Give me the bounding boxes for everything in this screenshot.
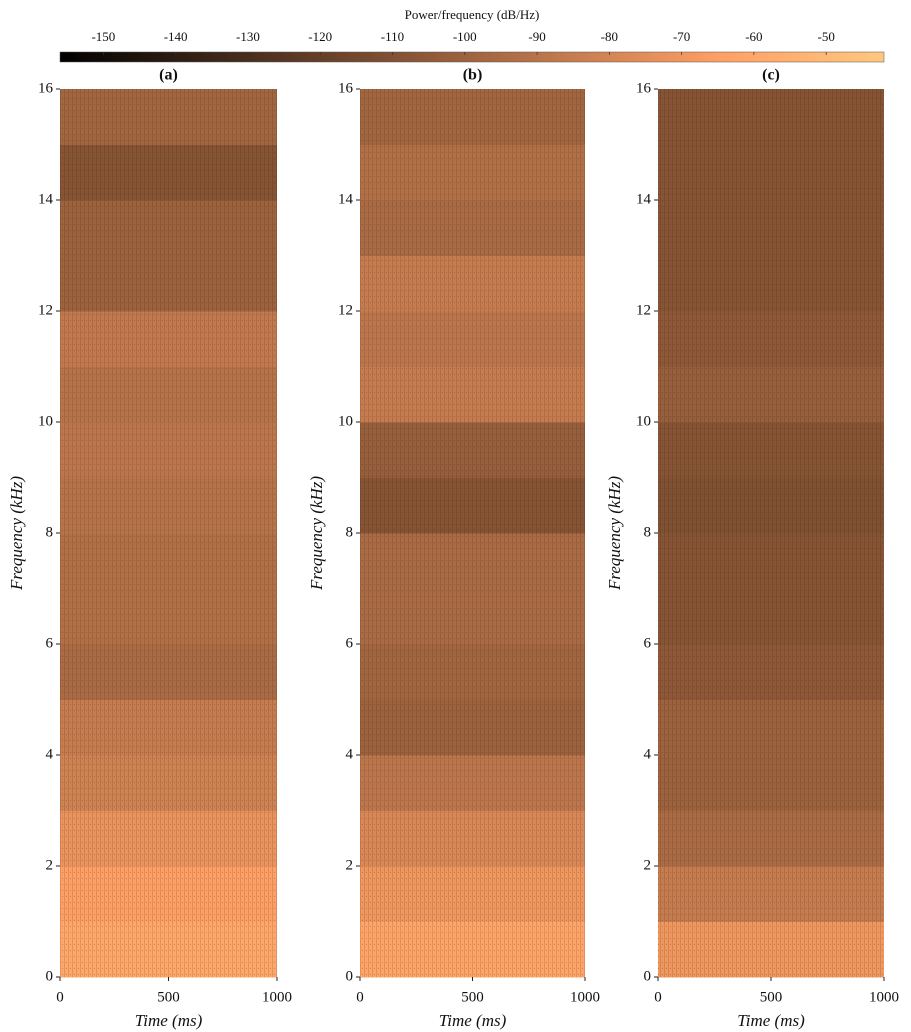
- y-tick-label: 8: [644, 524, 652, 540]
- y-axis-label: Frequency (kHz): [307, 476, 326, 591]
- y-tick-label: 10: [38, 413, 53, 429]
- y-tick-label: 12: [38, 302, 53, 318]
- y-tick-label: 16: [636, 80, 652, 96]
- panel-title: (c): [762, 67, 780, 84]
- texture: [60, 89, 277, 977]
- x-tick-label: 500: [760, 989, 783, 1005]
- colorbar-tick-label: -90: [528, 29, 545, 44]
- y-tick-label: 2: [346, 857, 354, 873]
- colorbar-tick-label: -130: [236, 29, 260, 44]
- y-tick-label: 10: [636, 413, 651, 429]
- y-tick-label: 4: [644, 746, 652, 762]
- y-tick-label: 14: [338, 191, 354, 207]
- colorbar-tick-label: -140: [164, 29, 188, 44]
- y-tick-label: 12: [636, 302, 651, 318]
- colorbar-scale: [59, 51, 885, 63]
- y-tick-label: 6: [346, 635, 354, 651]
- y-axis-label: Frequency (kHz): [7, 476, 26, 591]
- y-tick-label: 2: [644, 857, 652, 873]
- y-tick-label: 12: [338, 302, 353, 318]
- spectrogram-panel: (a) 0 2 4 6 8 10 12 14 16 0 500 1000 Time (ms) Frequen…: [7, 67, 292, 1030]
- y-tick-label: 2: [46, 857, 54, 873]
- y-tick-label: 8: [46, 524, 54, 540]
- x-axis-label: Time (ms): [135, 1011, 203, 1030]
- y-tick-label: 0: [46, 968, 54, 984]
- y-tick-label: 10: [338, 413, 353, 429]
- y-tick-label: 0: [346, 968, 354, 984]
- y-tick-label: 14: [636, 191, 652, 207]
- spectrogram-panel: (c) 0 2 4 6 8 10 12 14 16 0 500 1000 Time (ms) Frequen…: [605, 67, 899, 1030]
- y-tick-label: 6: [644, 635, 652, 651]
- x-tick-label: 500: [461, 989, 484, 1005]
- y-tick-label: 14: [38, 191, 54, 207]
- y-tick-label: 16: [338, 80, 354, 96]
- x-tick-label: 0: [56, 989, 64, 1005]
- texture: [658, 89, 884, 977]
- x-tick-label: 500: [157, 989, 180, 1005]
- colorbar: Power/frequency (dB/Hz) -150 -140 -130 -120 -…: [59, 7, 885, 63]
- x-axis-label: Time (ms): [439, 1011, 507, 1030]
- spectrogram-panel: (b) 0 2 4 6 8 10 12 14 16 0 500 1000 Time (ms) Frequen…: [307, 67, 600, 1030]
- colorbar-tick-label: -110: [381, 29, 404, 44]
- x-tick-label: 0: [654, 989, 662, 1005]
- colorbar-tick-label: -100: [453, 29, 477, 44]
- panel-title: (a): [159, 67, 178, 84]
- y-tick-label: 16: [38, 80, 54, 96]
- x-tick-label: 1000: [570, 989, 600, 1005]
- x-tick-label: 1000: [869, 989, 899, 1005]
- texture: [360, 89, 585, 977]
- y-tick-label: 0: [644, 968, 652, 984]
- colorbar-label: Power/frequency (dB/Hz): [405, 7, 540, 22]
- panel-title: (b): [463, 67, 483, 84]
- colorbar-tick-label: -120: [308, 29, 332, 44]
- y-tick-label: 4: [346, 746, 354, 762]
- x-tick-label: 1000: [262, 989, 292, 1005]
- y-tick-label: 6: [46, 635, 54, 651]
- y-axis-label: Frequency (kHz): [605, 476, 624, 591]
- colorbar-tick-label: -60: [745, 29, 762, 44]
- y-tick-label: 4: [46, 746, 54, 762]
- colorbar-tick-label: -80: [601, 29, 618, 44]
- x-axis-label: Time (ms): [737, 1011, 805, 1030]
- colorbar-tick-label: -70: [673, 29, 690, 44]
- colorbar-tick-label: -50: [818, 29, 835, 44]
- y-tick-label: 8: [346, 524, 354, 540]
- x-tick-label: 0: [356, 989, 364, 1005]
- colorbar-tick-label: -150: [91, 29, 115, 44]
